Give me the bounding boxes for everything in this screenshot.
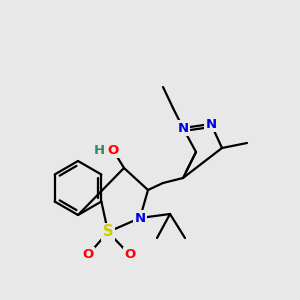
Text: O: O [107, 143, 118, 157]
Text: N: N [177, 122, 189, 134]
Text: N: N [134, 212, 146, 224]
Text: O: O [124, 248, 136, 262]
Text: O: O [82, 248, 94, 262]
Text: N: N [206, 118, 217, 130]
Text: H: H [93, 143, 105, 157]
Text: S: S [103, 224, 113, 239]
